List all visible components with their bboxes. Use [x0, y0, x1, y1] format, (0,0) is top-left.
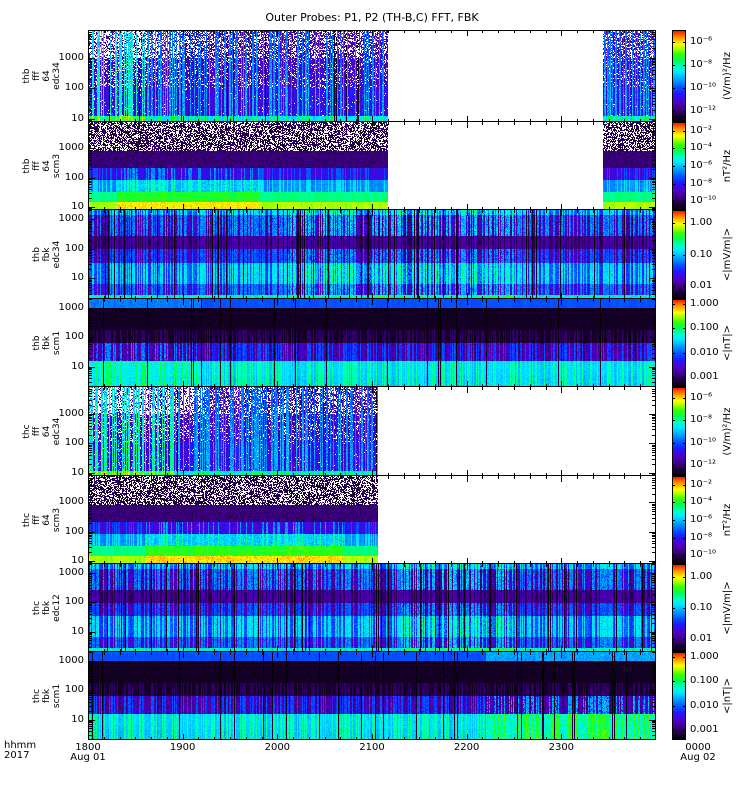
panel-thc-fff-64-edc34-ytick-10: 10 [71, 467, 84, 479]
x-date-end-label: Aug 02 [680, 752, 716, 763]
panel-thb-fbk-edc34-ytick-100: 100 [64, 242, 84, 254]
spectrogram-panel-thb-fff-64-edc34 [88, 30, 656, 122]
colorbar-thb-fff-64-scm3-unit: nT²/Hz [722, 149, 733, 183]
spectrogram-panel-thb-fbk-edc34 [88, 210, 656, 299]
panel-thc-fbk-edc12-ytick-10: 10 [71, 625, 84, 637]
colorbar-thc-fff-64-scm3-tick-1: 10⁻⁴ [690, 496, 713, 508]
colorbar-thb-fff-64-edc34-unit: (V/m)²/Hz [722, 52, 733, 100]
colorbar-thc-fbk-scm1-unit: <|nT|> [722, 678, 733, 714]
x-tick-label-1800: 1800 [75, 742, 101, 753]
colorbar-thb-fbk-edc34-tick-1: 0.10 [690, 248, 713, 260]
colorbar-thb-fff-64-scm3-tick-1: 10⁻⁴ [690, 142, 713, 154]
panel-thc-fff-64-scm3-ytick-10: 10 [71, 555, 84, 567]
panel-thb-fbk-scm1-ytick-1000: 1000 [58, 302, 84, 314]
colorbar-thc-fbk-edc12-tick-0: 1.00 [690, 570, 713, 582]
colorbar-thb-fbk-scm1 [672, 299, 686, 387]
x-tick-label-2200: 2200 [453, 742, 480, 753]
panel-label-thc-fff-64-edc34: thc fff 64 edc34 [22, 417, 62, 446]
colorbar-thc-fff-64-edc34-tick-1: 10⁻⁸ [690, 414, 713, 426]
colorbar-thc-fbk-scm1-tick-3: 0.001 [690, 724, 719, 736]
panel-thb-fbk-scm1-ytick-100: 100 [64, 331, 84, 343]
x-date-start-label: Aug 01 [70, 752, 106, 763]
spectrogram-panel-thb-fff-64-scm3 [88, 122, 656, 210]
colorbar-thc-fff-64-edc34-tick-0: 10⁻⁶ [690, 392, 713, 404]
panel-thc-fff-64-scm3-ytick-100: 100 [64, 525, 84, 537]
colorbar-thc-fff-64-scm3-unit: nT²/Hz [722, 503, 733, 537]
colorbar-thb-fbk-scm1-tick-0: 1.000 [690, 297, 719, 309]
colorbar-thc-fbk-scm1 [672, 652, 686, 740]
colorbar-thb-fbk-edc34-tick-0: 1.00 [690, 216, 713, 228]
spectrogram-panel-thc-fbk-edc12 [88, 564, 656, 652]
colorbar-thb-fbk-scm1-unit: <|nT|> [722, 325, 733, 361]
colorbar-thb-fff-64-edc34 [672, 30, 686, 122]
colorbar-thc-fbk-edc12 [672, 564, 686, 652]
panel-thc-fbk-scm1-ytick-100: 100 [64, 684, 84, 696]
colorbar-thc-fff-64-edc34-tick-2: 10⁻¹⁰ [690, 436, 717, 448]
colorbar-thb-fff-64-edc34-tick-3: 10⁻¹² [690, 104, 717, 116]
panel-thb-fff-64-edc34-ytick-1000: 1000 [58, 51, 84, 63]
colorbar-thc-fff-64-scm3-tick-3: 10⁻⁸ [690, 531, 713, 543]
colorbar-thb-fbk-scm1-tick-1: 0.100 [690, 322, 719, 334]
colorbar-thb-fff-64-scm3-tick-3: 10⁻⁸ [690, 177, 713, 189]
panel-thc-fbk-edc12-ytick-100: 100 [64, 596, 84, 608]
x-tick-label-1900: 1900 [169, 742, 196, 753]
colorbar-thb-fbk-scm1-tick-2: 0.010 [690, 346, 719, 358]
panel-thb-fff-64-edc34-ytick-100: 100 [64, 82, 84, 94]
colorbar-thc-fff-64-scm3-tick-2: 10⁻⁶ [690, 514, 713, 525]
colorbar-thb-fbk-edc34 [672, 210, 686, 299]
colorbar-thb-fff-64-scm3 [672, 122, 686, 210]
colorbar-thc-fbk-scm1-tick-1: 0.100 [690, 675, 719, 687]
colorbar-thb-fff-64-edc34-tick-1: 10⁻⁸ [690, 58, 713, 70]
colorbar-thb-fff-64-scm3-tick-4: 10⁻¹⁰ [690, 195, 717, 207]
colorbar-thc-fff-64-edc34-unit: (V/m)²/Hz [722, 407, 733, 456]
panel-thb-fff-64-scm3-ytick-1000: 1000 [58, 142, 84, 154]
colorbar-thb-fbk-edc34-unit: <|mV/m|> [722, 227, 733, 282]
colorbar-thb-fbk-edc34-tick-2: 0.01 [690, 280, 713, 292]
colorbar-thc-fbk-scm1-tick-2: 0.010 [690, 699, 719, 711]
panel-thb-fbk-scm1-ytick-10: 10 [71, 360, 84, 372]
colorbar-thc-fff-64-scm3-tick-4: 10⁻¹⁰ [690, 549, 717, 561]
panel-thb-fff-64-edc34-ytick-10: 10 [71, 113, 84, 125]
colorbar-thc-fbk-edc12-tick-1: 0.10 [690, 602, 713, 613]
x-axis-format-label: hhmm [4, 740, 37, 751]
colorbar-thb-fff-64-scm3-tick-0: 10⁻² [690, 124, 713, 136]
panel-thc-fbk-scm1-ytick-1000: 1000 [58, 655, 84, 667]
panel-thc-fff-64-edc34-ytick-100: 100 [64, 437, 84, 449]
x-tick-label-2100: 2100 [359, 742, 385, 753]
panel-thc-fff-64-edc34-ytick-1000: 1000 [58, 407, 84, 419]
panel-thc-fff-64-scm3-ytick-1000: 1000 [58, 496, 84, 508]
colorbar-thb-fff-64-scm3-tick-2: 10⁻⁶ [690, 160, 713, 171]
x-tick-label-2000: 2000 [264, 742, 291, 753]
panel-label-thb-fff-64-edc34: thb fff 64 edc34 [22, 62, 62, 90]
panel-thc-fbk-scm1-ytick-10: 10 [71, 713, 84, 725]
spectrogram-panel-thb-fbk-scm1 [88, 299, 656, 387]
spectrogram-panel-thc-fff-64-edc34 [88, 387, 656, 476]
panel-thb-fff-64-scm3-ytick-100: 100 [64, 171, 84, 183]
x-tick-label-0000: 0000 [685, 742, 711, 753]
colorbar-thb-fff-64-edc34-tick-2: 10⁻¹⁰ [690, 81, 717, 93]
panel-label-thb-fff-64-scm3: thb fff 64 scm3 [22, 153, 62, 179]
colorbar-thb-fbk-scm1-tick-3: 0.001 [690, 371, 719, 383]
colorbar-thb-fff-64-edc34-tick-0: 10⁻⁶ [690, 35, 713, 47]
panel-thb-fbk-edc34-ytick-1000: 1000 [58, 213, 84, 225]
colorbar-thc-fff-64-scm3 [672, 476, 686, 564]
colorbar-thc-fff-64-edc34-tick-3: 10⁻¹² [690, 458, 717, 470]
x-tick-label-2300: 2300 [548, 742, 575, 753]
colorbar-thc-fff-64-scm3-tick-0: 10⁻² [690, 478, 713, 490]
x-axis-year-label: 2017 [4, 750, 30, 761]
panel-label-thc-fff-64-scm3: thc fff 64 scm3 [22, 507, 62, 533]
spectrogram-panel-thc-fff-64-scm3 [88, 476, 656, 564]
colorbar-thc-fbk-edc12-unit: <|mV/m|> [722, 581, 733, 635]
figure-title: Outer Probes: P1, P2 (TH-B,C) FFT, FBK [265, 11, 479, 24]
panel-thc-fbk-edc12-ytick-1000: 1000 [58, 567, 84, 579]
colorbar-thc-fbk-scm1-tick-0: 1.000 [690, 650, 719, 662]
panel-thb-fbk-edc34-ytick-10: 10 [71, 272, 84, 284]
panel-thb-fff-64-scm3-ytick-10: 10 [71, 201, 84, 213]
colorbar-thc-fff-64-edc34 [672, 387, 686, 476]
spectrogram-panel-thc-fbk-scm1 [88, 652, 656, 740]
colorbar-thc-fbk-edc12-tick-2: 0.01 [690, 633, 713, 645]
